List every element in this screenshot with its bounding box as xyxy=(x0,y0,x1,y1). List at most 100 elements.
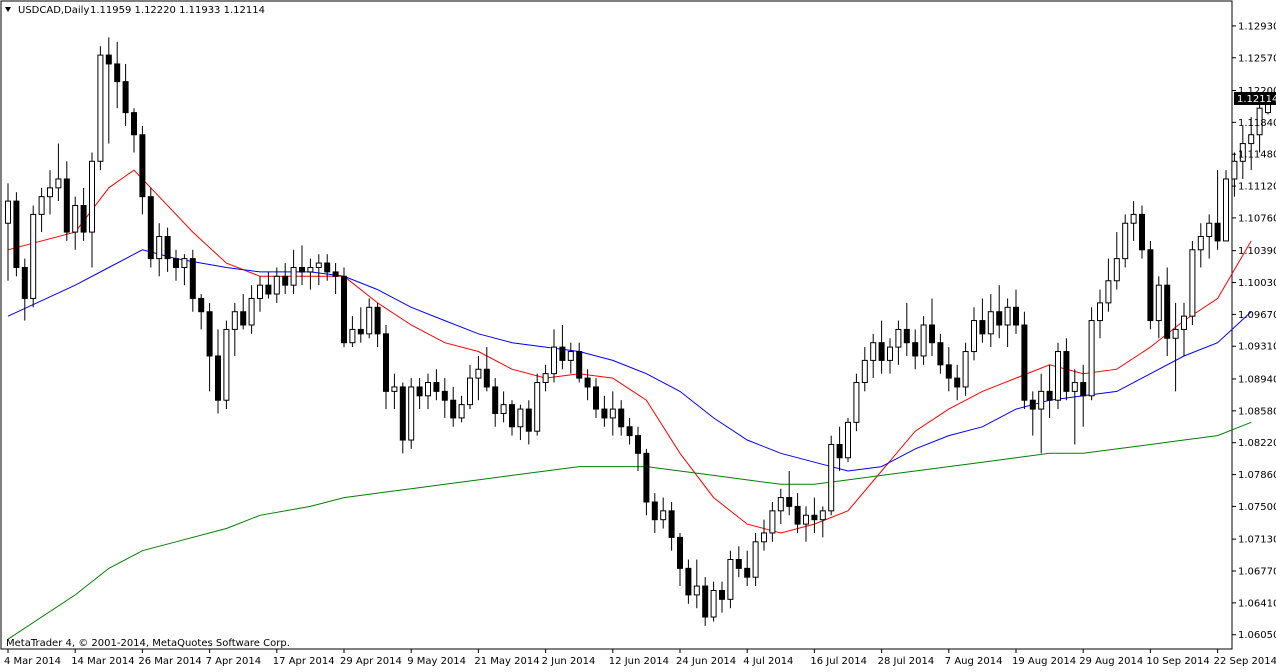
candles xyxy=(5,37,1271,626)
candle xyxy=(357,307,364,343)
y-tick-label: 1.09310 xyxy=(1238,342,1276,353)
candle xyxy=(987,294,994,348)
y-axis: 1.12930 1.12570 1.12200 1.11840 1.11480 1.111… xyxy=(1232,21,1276,641)
candle-body-bullish xyxy=(307,266,314,273)
candle xyxy=(483,347,490,392)
candle-body-bullish xyxy=(853,382,860,423)
y-tick-label: 1.10390 xyxy=(1238,246,1276,257)
moving-average-line-1 xyxy=(7,169,1252,534)
candle-body-bearish xyxy=(357,328,364,335)
candle xyxy=(492,378,499,427)
candle xyxy=(836,426,843,472)
y-tick-label: 1.07500 xyxy=(1238,502,1276,513)
candle-body-bearish xyxy=(240,311,247,326)
candle xyxy=(315,254,322,286)
y-tick-label: 1.06770 xyxy=(1238,567,1276,578)
y-tick-label: 1.08220 xyxy=(1238,438,1276,449)
candle xyxy=(693,559,700,609)
candle xyxy=(1239,125,1246,179)
candle xyxy=(576,342,583,383)
candle xyxy=(349,316,356,348)
candle-body-bullish xyxy=(803,514,809,525)
candle-body-bearish xyxy=(1214,222,1221,242)
candle xyxy=(971,307,977,361)
copyright-text: MetaTrader 4, © 2001-2014, MetaQuotes So… xyxy=(6,638,290,649)
candle xyxy=(1071,369,1078,445)
candle-body-bullish xyxy=(248,297,255,326)
candle-body-bullish xyxy=(349,328,356,344)
y-tick-label: 1.12930 xyxy=(1238,21,1276,32)
candle-body-bearish xyxy=(719,589,725,600)
candle xyxy=(878,320,885,374)
candle-body-bullish xyxy=(870,342,877,361)
candle xyxy=(1223,170,1229,242)
candle-body-bullish xyxy=(231,311,238,330)
candle xyxy=(735,546,742,578)
candle-body-bearish xyxy=(744,567,751,578)
candle xyxy=(147,187,154,268)
candle xyxy=(89,152,95,268)
candle-body-bullish xyxy=(467,377,473,406)
candle xyxy=(1164,267,1171,356)
candle xyxy=(240,294,247,330)
candle xyxy=(114,41,121,109)
candle-body-bullish xyxy=(475,368,482,379)
candle xyxy=(702,577,709,626)
candle-body-bullish xyxy=(1105,280,1112,304)
candle xyxy=(1147,240,1154,330)
dropdown-triangle-icon[interactable] xyxy=(5,7,11,12)
candle-body-bullish xyxy=(962,351,969,388)
candle xyxy=(215,329,221,414)
candle-body-bearish xyxy=(626,426,633,437)
candle-body-bullish xyxy=(777,497,784,512)
candle-body-bullish xyxy=(609,408,616,419)
candle-body-bullish xyxy=(408,386,415,441)
candle xyxy=(660,497,667,529)
candle xyxy=(1080,364,1087,427)
candle xyxy=(13,192,20,277)
candle-body-bullish xyxy=(1256,107,1263,136)
candle-body-bearish xyxy=(559,346,566,361)
candle xyxy=(1172,302,1179,392)
candle xyxy=(744,550,751,587)
candle-body-bullish xyxy=(425,382,431,397)
candle-body-bullish xyxy=(38,196,45,215)
candle xyxy=(164,227,171,272)
candle-body-bearish xyxy=(114,63,121,83)
candle-body-bullish xyxy=(1004,306,1011,326)
candle xyxy=(223,320,230,410)
candle-body-bearish xyxy=(1139,213,1145,251)
y-tick-label: 1.12200 xyxy=(1238,86,1276,97)
candle xyxy=(391,373,398,410)
candle xyxy=(794,493,801,533)
candle-body-bearish xyxy=(483,368,490,388)
candle-body-bearish xyxy=(929,324,935,344)
candle xyxy=(1029,391,1036,436)
candle-body-bullish xyxy=(920,324,927,357)
candle-body-bullish xyxy=(895,328,902,348)
x-tick-label: 4 Mar 2014 xyxy=(4,656,61,667)
candle xyxy=(777,488,784,525)
candle-body-bearish xyxy=(576,351,583,379)
candle-body-bearish xyxy=(996,311,1003,326)
y-tick-label: 1.08940 xyxy=(1238,374,1276,385)
candle xyxy=(559,325,566,370)
candle-body-bullish xyxy=(72,205,79,233)
candle-body-bearish xyxy=(105,54,112,65)
candle-body-bullish xyxy=(30,213,37,299)
candle xyxy=(769,501,776,542)
candle xyxy=(257,276,263,312)
x-tick-label: 21 May 2014 xyxy=(474,656,539,667)
candle-body-bullish xyxy=(819,510,826,521)
candle xyxy=(1046,364,1053,418)
candle-body-bullish xyxy=(1206,222,1213,238)
candle-body-bearish xyxy=(441,390,448,401)
candle-body-bullish xyxy=(845,421,851,459)
candle-body-bearish xyxy=(450,399,457,419)
candle xyxy=(1256,99,1263,153)
candle xyxy=(1248,117,1255,171)
candle-body-bullish xyxy=(223,328,230,401)
candle xyxy=(710,581,717,622)
